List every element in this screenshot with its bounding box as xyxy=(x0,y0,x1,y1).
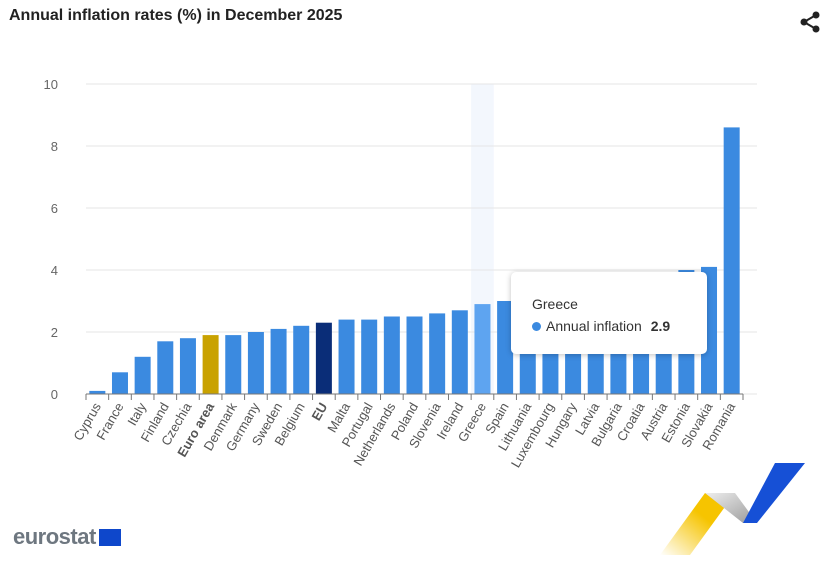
bar-spain xyxy=(497,301,514,394)
bar-euro-area xyxy=(202,335,219,394)
bar-portugal xyxy=(361,319,378,394)
y-tick-label: 4 xyxy=(51,263,58,278)
bar-romania xyxy=(723,127,740,395)
y-tick-label: 6 xyxy=(51,201,58,216)
bar-greece xyxy=(474,304,491,394)
logo-text: eurostat xyxy=(13,524,96,549)
bar-poland xyxy=(406,316,423,394)
tooltip: Greece Annual inflation 2.9 xyxy=(511,272,707,354)
tooltip-value: 2.9 xyxy=(650,318,671,334)
bar-denmark xyxy=(225,335,242,394)
bar-sweden xyxy=(270,328,287,394)
bar-ireland xyxy=(451,310,468,394)
bar-netherlands xyxy=(383,316,400,394)
eurostat-logo: eurostat xyxy=(13,524,121,550)
bar-italy xyxy=(134,356,151,394)
bar-slovenia xyxy=(429,313,446,394)
y-tick-label: 0 xyxy=(51,387,58,402)
tooltip-series: Annual inflation xyxy=(546,318,642,334)
share-icon[interactable] xyxy=(798,10,822,34)
eu-flag-icon xyxy=(98,528,121,546)
series-dot-icon xyxy=(532,321,541,331)
bar-eu xyxy=(315,322,332,394)
bar-germany xyxy=(247,332,264,394)
bar-france xyxy=(111,372,128,394)
bar-cyprus xyxy=(89,390,106,394)
decorative-chevron-icon xyxy=(660,463,805,555)
bar-finland xyxy=(157,341,174,394)
bar-czechia xyxy=(179,338,196,394)
tooltip-country: Greece xyxy=(532,296,578,312)
y-tick-label: 2 xyxy=(51,325,58,340)
bar-malta xyxy=(338,319,355,394)
y-tick-label: 10 xyxy=(44,77,58,92)
chart-title: Annual inflation rates (%) in December 2… xyxy=(9,7,343,24)
bar-belgium xyxy=(293,325,310,394)
x-tick-label: EU xyxy=(308,400,330,423)
y-tick-label: 8 xyxy=(51,139,58,154)
